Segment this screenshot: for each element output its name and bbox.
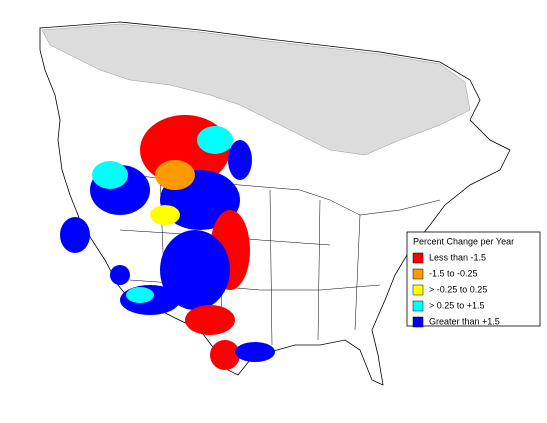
legend-swatch (412, 268, 424, 280)
legend-title: Percent Change per Year (413, 236, 514, 246)
legend: Percent Change per Year Less than -1.5 -1… (406, 231, 541, 328)
no-data-region (41, 23, 471, 156)
change-areas (60, 115, 275, 370)
legend-swatch (412, 252, 424, 264)
legend-label: Greater than +1.5 (429, 316, 500, 326)
legend-swatch (412, 316, 424, 328)
legend-label: > 0.25 to +1.5 (429, 300, 485, 310)
legend-label: -1.5 to -0.25 (429, 268, 478, 278)
legend-swatch (412, 284, 424, 296)
legend-label: Less than -1.5 (429, 252, 486, 262)
legend-label: > -0.25 to 0.25 (429, 284, 487, 294)
legend-box (406, 231, 541, 327)
legend-swatch (412, 300, 424, 312)
